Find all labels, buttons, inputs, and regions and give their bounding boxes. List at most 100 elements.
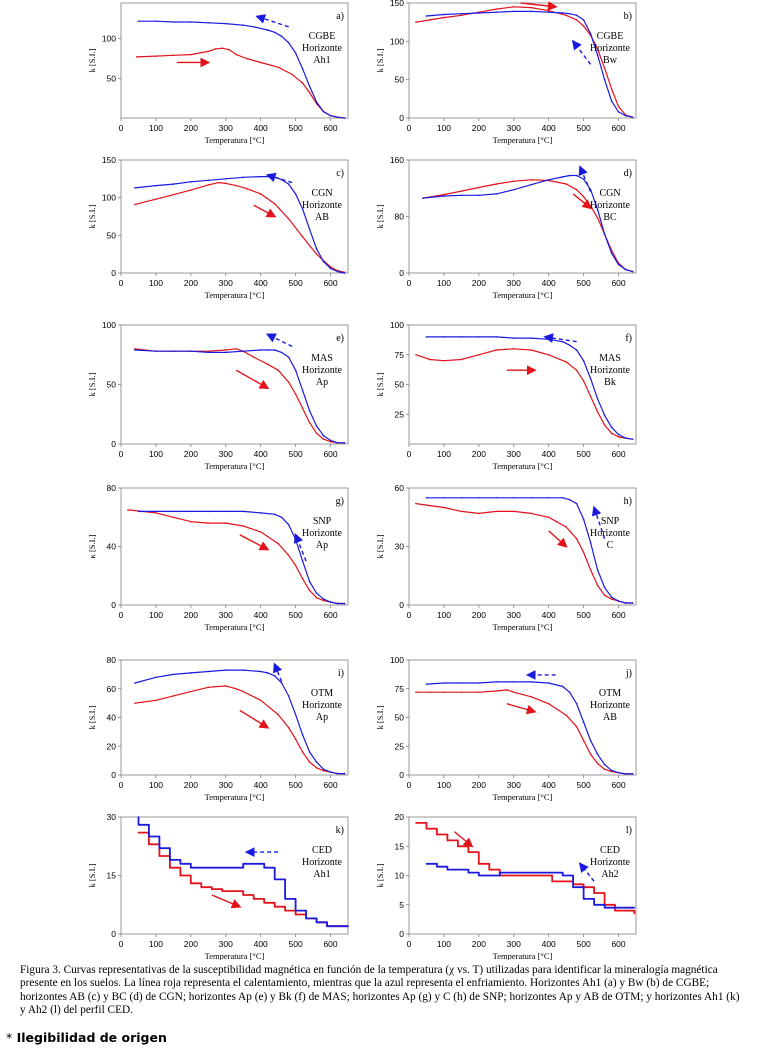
data-point-heating: [301, 236, 304, 238]
data-point-cooling: [294, 193, 297, 195]
x-tick-label: 500: [577, 610, 591, 620]
panel-letter: b): [624, 11, 632, 22]
y-axis-label: k [S.I.]: [375, 863, 385, 887]
data-point-heating: [190, 690, 192, 693]
data-point-cooling: [329, 114, 332, 117]
profile-label: MAS: [311, 353, 333, 364]
data-point-cooling: [224, 22, 227, 25]
panel-letter: e): [336, 333, 344, 344]
data-point-heating: [425, 827, 428, 830]
data-point-heating: [565, 183, 567, 185]
x-tick-label: 0: [119, 610, 124, 620]
data-point-heating: [415, 21, 417, 23]
data-point-heating: [582, 739, 585, 742]
data-point-cooling: [446, 865, 449, 868]
data-point-cooling: [155, 676, 157, 679]
data-point-heating: [478, 186, 480, 189]
data-point-cooling: [280, 35, 283, 38]
data-point-cooling: [495, 336, 498, 338]
data-point-cooling: [190, 863, 192, 865]
data-point-cooling: [568, 12, 571, 15]
data-point-cooling: [610, 596, 613, 598]
data-point-cooling: [530, 871, 533, 874]
data-point-cooling: [322, 110, 325, 113]
data-point-cooling: [443, 336, 445, 338]
data-point-cooling: [582, 518, 585, 520]
x-tick-label: 500: [289, 780, 303, 790]
series-line-cooling: [134, 669, 345, 775]
x-tick-label: 500: [289, 939, 303, 949]
data-point-heating: [217, 181, 220, 184]
x-tick-label: 400: [254, 610, 268, 620]
x-tick-label: 400: [254, 278, 268, 288]
x-axis-label: Temperatura [°C]: [493, 135, 553, 145]
x-tick-label: 0: [407, 449, 412, 459]
horizon-label: Horizonte: [302, 528, 343, 539]
horizon-name-label: Ap: [316, 377, 328, 388]
data-point-cooling: [315, 761, 318, 763]
panel-letter: g): [336, 496, 344, 507]
data-point-heating: [565, 714, 567, 716]
data-point-heating: [565, 361, 567, 363]
data-point-heating: [495, 349, 498, 351]
data-point-heating: [509, 874, 512, 877]
direction-arrow-heating: [253, 204, 277, 218]
data-point-heating: [415, 822, 417, 824]
data-point-heating: [495, 510, 498, 513]
x-tick-label: 300: [507, 278, 521, 288]
y-axis-label: k [S.I.]: [375, 204, 385, 228]
direction-arrow-cooling: [265, 333, 293, 348]
data-point-cooling: [172, 21, 175, 23]
x-tick-label: 100: [437, 123, 451, 133]
x-axis-label: Temperatura [°C]: [493, 461, 553, 471]
x-tick-label: 300: [507, 610, 521, 620]
series-line-cooling: [137, 817, 348, 928]
data-point-heating: [224, 522, 227, 524]
data-point-heating: [530, 178, 533, 181]
data-point-cooling: [155, 510, 157, 513]
data-point-heating: [495, 8, 498, 10]
x-axis-label: Temperatura [°C]: [493, 792, 553, 802]
data-point-cooling: [308, 580, 311, 583]
data-point-cooling: [155, 20, 157, 23]
data-point-heating: [575, 369, 578, 372]
panel-letter: f): [625, 333, 632, 344]
x-tick-label: 400: [542, 780, 556, 790]
x-tick-label: 400: [542, 278, 556, 288]
data-point-cooling: [460, 682, 463, 684]
data-point-cooling: [603, 903, 606, 906]
data-point-heating: [322, 769, 325, 772]
data-point-heating: [224, 349, 227, 351]
data-point-cooling: [568, 691, 571, 693]
data-point-cooling: [547, 178, 550, 181]
y-tick-label: 75: [395, 684, 405, 694]
direction-arrow-heating: [211, 894, 242, 909]
data-point-heating: [172, 516, 175, 519]
data-point-heating: [415, 691, 417, 693]
data-point-heating: [547, 702, 550, 705]
data-point-cooling: [172, 183, 175, 185]
data-point-cooling: [301, 389, 304, 392]
data-point-cooling: [617, 771, 620, 774]
x-tick-label: 400: [254, 449, 268, 459]
horizon-name-label: Ap: [316, 712, 328, 723]
data-point-cooling: [242, 24, 245, 27]
profile-label: CGN: [311, 188, 332, 199]
x-tick-label: 200: [472, 123, 486, 133]
data-point-heating: [633, 912, 636, 915]
data-point-cooling: [242, 866, 245, 869]
data-point-cooling: [582, 178, 585, 180]
profile-label: SNP: [601, 516, 620, 527]
data-point-cooling: [425, 683, 428, 685]
data-point-cooling: [589, 377, 592, 380]
data-point-heating: [214, 48, 217, 50]
data-point-heating: [530, 512, 533, 515]
data-point-heating: [245, 57, 248, 60]
data-point-heating: [603, 768, 606, 771]
y-tick-label: 20: [107, 741, 117, 751]
data-point-cooling: [582, 359, 585, 362]
data-point-cooling: [624, 906, 627, 909]
data-point-cooling: [329, 771, 332, 773]
data-point-heating: [155, 198, 157, 200]
data-point-cooling: [617, 111, 620, 113]
